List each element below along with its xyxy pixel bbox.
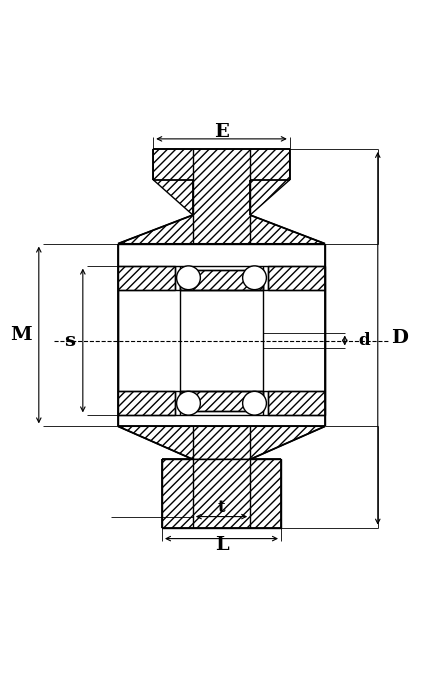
Circle shape [243,266,266,289]
Circle shape [177,266,200,289]
Circle shape [177,392,200,415]
Polygon shape [118,426,325,460]
Text: D: D [391,330,408,347]
Polygon shape [118,149,325,244]
Circle shape [243,392,266,415]
Text: d: d [359,332,370,349]
Text: L: L [215,536,228,554]
Text: s: s [64,332,75,349]
Text: t: t [218,499,225,516]
Polygon shape [180,391,263,411]
Polygon shape [180,270,263,290]
Text: M: M [10,326,32,344]
Polygon shape [268,391,325,415]
Polygon shape [162,460,281,528]
Text: E: E [214,123,229,141]
Polygon shape [118,391,175,415]
Polygon shape [118,266,175,290]
Polygon shape [268,266,325,290]
